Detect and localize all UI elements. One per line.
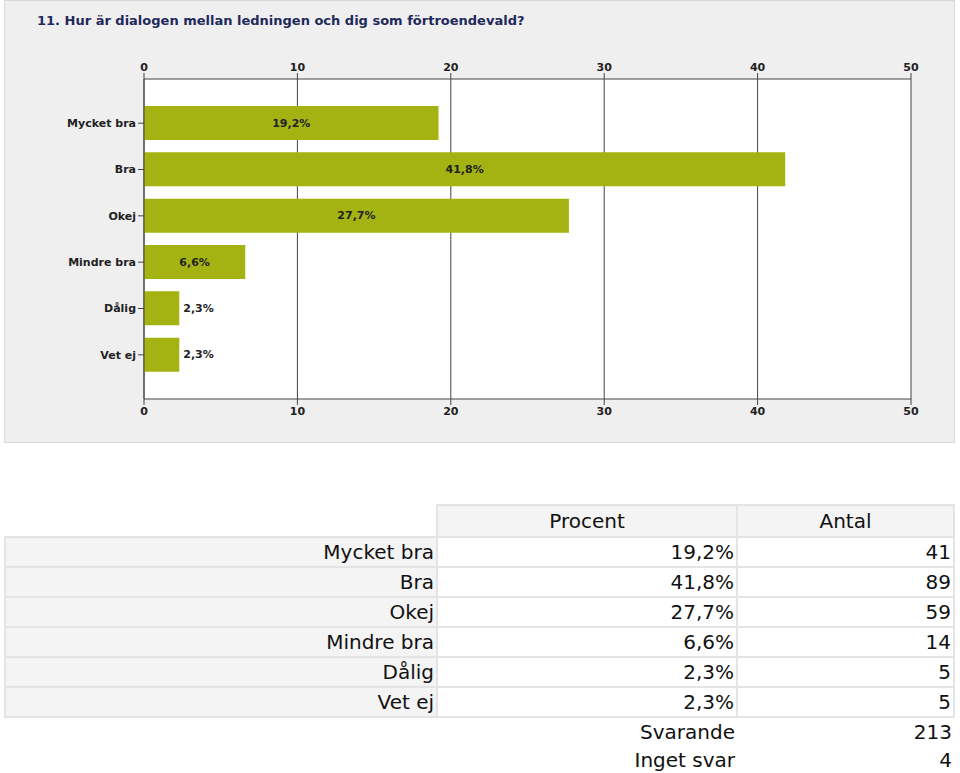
svg-text:40: 40 bbox=[750, 61, 766, 74]
svg-text:50: 50 bbox=[903, 61, 919, 74]
svg-text:30: 30 bbox=[597, 61, 613, 74]
html-text:213: 213 bbox=[913, 720, 952, 744]
html-text:41: 41 bbox=[925, 540, 951, 564]
svg-text:Mindre bra: Mindre bra bbox=[68, 256, 136, 269]
svg-text:41,8%: 41,8% bbox=[446, 163, 484, 176]
html-text:6,6%: 6,6% bbox=[683, 630, 734, 654]
svg-text:10: 10 bbox=[290, 405, 306, 418]
svg-text:Bra: Bra bbox=[115, 163, 136, 176]
html-text:2,3%: 2,3% bbox=[683, 690, 734, 714]
svg-text:10: 10 bbox=[290, 61, 306, 74]
svg-text:6,6%: 6,6% bbox=[179, 256, 210, 269]
html-text:Mindre bra: Mindre bra bbox=[326, 630, 434, 654]
svg-text:Dålig: Dålig bbox=[104, 302, 136, 315]
html-text:5: 5 bbox=[938, 660, 951, 684]
svg-text:2,3%: 2,3% bbox=[183, 348, 214, 361]
html-text:11. Hur är dialogen mellan led: 11. Hur är dialogen mellan ledningen och… bbox=[37, 13, 525, 28]
html-text:Okej: Okej bbox=[389, 600, 434, 624]
svg-text:19,2%: 19,2% bbox=[272, 117, 310, 130]
html-text:Procent: Procent bbox=[549, 509, 625, 533]
html-text:5: 5 bbox=[938, 690, 951, 714]
svg-text:27,7%: 27,7% bbox=[337, 209, 375, 222]
html-text:Svarande: Svarande bbox=[640, 720, 735, 744]
html-text:Bra: Bra bbox=[399, 570, 434, 594]
html-text:Antal: Antal bbox=[819, 509, 872, 533]
html-text:89: 89 bbox=[925, 570, 951, 594]
html-text:59: 59 bbox=[925, 600, 951, 624]
svg-text:Mycket bra: Mycket bra bbox=[67, 117, 136, 130]
svg-text:30: 30 bbox=[597, 405, 613, 418]
svg-text:40: 40 bbox=[750, 405, 766, 418]
html-text:Mycket bra: Mycket bra bbox=[323, 540, 434, 564]
html-text:4: 4 bbox=[939, 748, 952, 772]
svg-text:20: 20 bbox=[443, 61, 459, 74]
html-text:Vet ej: Vet ej bbox=[377, 690, 434, 714]
html-text:27,7%: 27,7% bbox=[670, 600, 734, 624]
svg-text:Vet ej: Vet ej bbox=[100, 349, 136, 362]
html-text:2,3%: 2,3% bbox=[683, 660, 734, 684]
html-text:19,2%: 19,2% bbox=[670, 540, 734, 564]
svg-text:Okej: Okej bbox=[108, 210, 136, 223]
svg-text:20: 20 bbox=[443, 405, 459, 418]
html-text:Inget svar: Inget svar bbox=[634, 748, 735, 772]
svg-text:0: 0 bbox=[140, 61, 148, 74]
svg-text:0: 0 bbox=[140, 405, 148, 418]
html-text:41,8%: 41,8% bbox=[670, 570, 734, 594]
html-text:Dålig: Dålig bbox=[382, 660, 434, 684]
svg-text:50: 50 bbox=[903, 405, 919, 418]
html-text:14: 14 bbox=[925, 630, 951, 654]
svg-text:2,3%: 2,3% bbox=[183, 302, 214, 315]
